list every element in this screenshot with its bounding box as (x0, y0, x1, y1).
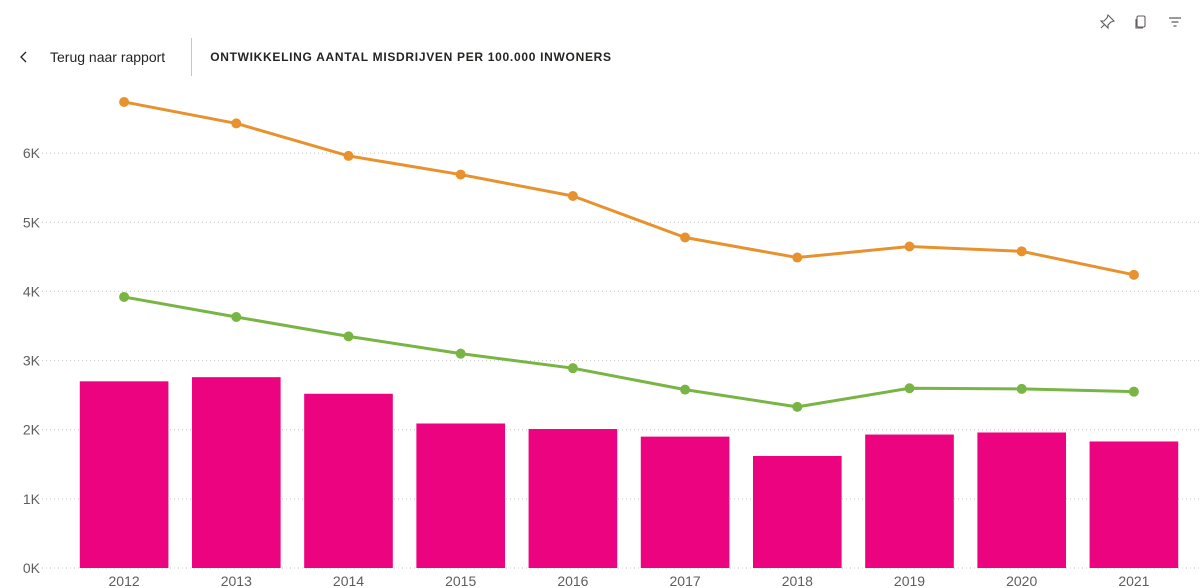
line-point (904, 241, 915, 252)
bar (752, 455, 842, 568)
back-label: Terug naar rapport (50, 49, 166, 65)
y-tick-label: 3K (23, 353, 41, 369)
line-point (567, 191, 578, 202)
x-tick-label: 2015 (445, 573, 476, 588)
bar (640, 436, 730, 568)
x-tick-label: 2016 (557, 573, 588, 588)
copy-icon[interactable] (1131, 12, 1151, 32)
x-tick-label: 2019 (894, 573, 925, 588)
page-title: ONTWIKKELING AANTAL MISDRIJVEN PER 100.0… (210, 50, 612, 64)
bar (416, 423, 506, 568)
line-point (680, 232, 691, 243)
line-point (119, 96, 130, 107)
line-point (680, 384, 691, 395)
bar (79, 381, 169, 568)
header-divider (191, 38, 193, 76)
x-tick-label: 2013 (221, 573, 252, 588)
visual-toolbar (1097, 12, 1185, 32)
bar (304, 393, 393, 568)
bar (191, 377, 281, 568)
x-tick-label: 2021 (1118, 573, 1149, 588)
x-tick-label: 2020 (1006, 573, 1037, 588)
line-point (455, 348, 466, 359)
filter-icon[interactable] (1165, 12, 1185, 32)
bar (865, 434, 954, 568)
x-tick-label: 2014 (333, 573, 364, 588)
series-line (123, 295, 1134, 409)
x-tick-label: 2012 (109, 573, 140, 588)
x-tick-label: 2018 (782, 573, 813, 588)
bar (528, 429, 618, 568)
line-point (904, 383, 915, 394)
series-line (123, 100, 1135, 277)
line-point (567, 363, 578, 374)
bar (1089, 441, 1179, 568)
y-tick-label: 1K (23, 491, 41, 507)
line-point (119, 291, 130, 302)
y-tick-label: 4K (23, 283, 41, 299)
y-tick-label: 6K (23, 145, 41, 161)
line-point (1016, 246, 1027, 257)
back-to-report-button[interactable]: Terug naar rapport (14, 47, 191, 67)
line-point (455, 169, 466, 180)
line-point (343, 331, 354, 342)
y-tick-label: 5K (23, 214, 41, 230)
chevron-left-icon (14, 47, 34, 67)
y-tick-label: 2K (23, 422, 41, 438)
line-point (1128, 386, 1139, 397)
x-tick-label: 2017 (670, 573, 701, 588)
line-point (343, 150, 354, 161)
line-point (792, 252, 803, 263)
pin-icon[interactable] (1097, 12, 1117, 32)
line-point (1016, 383, 1027, 394)
report-header: Terug naar rapport ONTWIKKELING AANTAL M… (14, 38, 612, 76)
y-tick-label: 0K (23, 560, 41, 576)
bar (977, 432, 1067, 568)
line-point (1128, 269, 1139, 280)
line-point (231, 118, 242, 129)
line-point (792, 401, 803, 412)
line-point (231, 312, 242, 323)
